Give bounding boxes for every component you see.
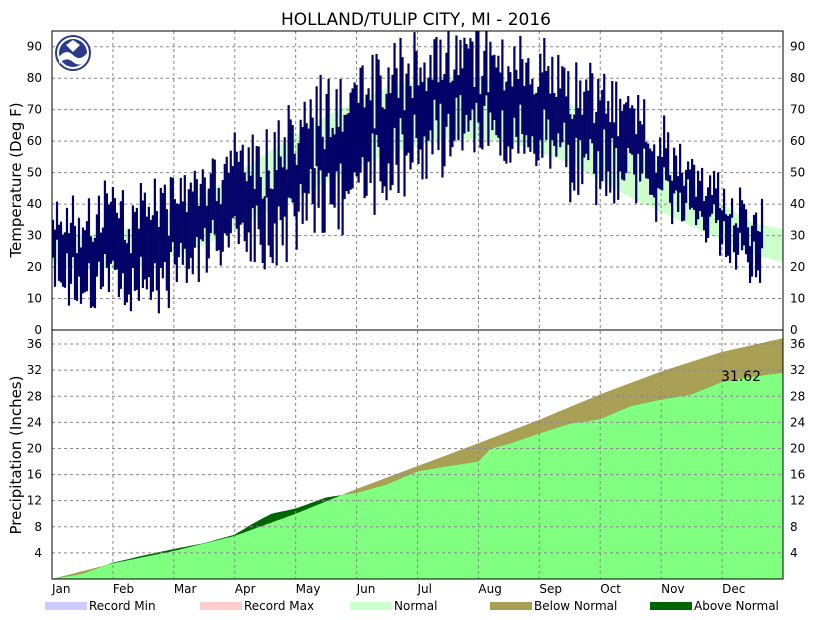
legend: Record Min Record Max Normal Below Normal Ab… — [45, 599, 779, 613]
precipitation-tick-label-right: 20 — [790, 441, 805, 455]
temperature-tick-label-right: 80 — [790, 71, 805, 85]
temperature-tick-label-left: 10 — [27, 292, 42, 306]
temperature-tick-label-right: 50 — [790, 166, 805, 180]
temperature-tick-label-left: 30 — [27, 229, 42, 243]
temperature-tick-label-left: 70 — [27, 103, 42, 117]
legend-swatch — [200, 602, 242, 610]
legend-swatch — [45, 602, 87, 610]
daily-temperature-bars — [52, 31, 764, 314]
temperature-tick-label-left: 40 — [27, 197, 42, 211]
month-label: May — [296, 582, 321, 596]
legend-label: Below Normal — [534, 599, 617, 613]
month-label: Nov — [661, 582, 684, 596]
chart-title: HOLLAND/TULIP CITY, MI - 2016 — [281, 10, 551, 30]
precipitation-ticks: 4 4 8 8 12 12 16 16 20 20 24 24 28 28 32 32 36 36 — [27, 337, 806, 560]
legend-label: Record Min — [89, 599, 156, 613]
temperature-panel: 0 0 10 10 20 20 30 30 40 40 50 50 60 60 70 70 80 80 90 90 T… — [7, 30, 806, 337]
precipitation-tick-label-right: 24 — [790, 415, 805, 429]
temperature-tick-label-left: 20 — [27, 260, 42, 274]
precipitation-total-annotation: 31.62 — [721, 369, 761, 385]
month-label: Jun — [356, 582, 376, 596]
precipitation-ylabel: Precipitation (Inches) — [7, 376, 25, 535]
temperature-tick-label-right: 10 — [790, 292, 805, 306]
temperature-ticks: 0 0 10 10 20 20 30 30 40 40 50 50 60 60 70 70 80 80 90 90 — [27, 40, 806, 337]
temperature-tick-label-left: 80 — [27, 71, 42, 85]
precipitation-tick-label-right: 8 — [790, 520, 798, 534]
temperature-tick-label-left: 90 — [27, 40, 42, 54]
temperature-tick-label-right: 60 — [790, 134, 805, 148]
precipitation-tick-label-left: 32 — [27, 363, 42, 377]
temperature-ylabel: Temperature (Deg F) — [7, 102, 25, 258]
precipitation-tick-label-right: 32 — [790, 363, 805, 377]
legend-label: Above Normal — [694, 599, 779, 613]
temperature-tick-label-right: 20 — [790, 260, 805, 274]
month-label: Aug — [478, 582, 501, 596]
precipitation-tick-label-left: 16 — [27, 468, 42, 482]
precipitation-tick-label-left: 8 — [34, 520, 42, 534]
month-label: Jan — [51, 582, 71, 596]
precipitation-frame — [51, 329, 784, 580]
legend-label: Normal — [394, 599, 437, 613]
month-label: Feb — [113, 582, 134, 596]
precipitation-tick-label-right: 28 — [790, 389, 805, 403]
precipitation-tick-label-left: 28 — [27, 389, 42, 403]
precipitation-tick-label-left: 12 — [27, 494, 42, 508]
precipitation-tick-label-right: 12 — [790, 494, 805, 508]
temperature-tick-label-right: 90 — [790, 40, 805, 54]
temperature-tick-label-right: 70 — [790, 103, 805, 117]
month-label: Oct — [600, 582, 621, 596]
temperature-tick-label-right: 30 — [790, 229, 805, 243]
month-label: Dec — [722, 582, 745, 596]
precipitation-tick-label-left: 24 — [27, 415, 42, 429]
month-label: Jul — [417, 582, 432, 596]
precipitation-tick-label-right: 16 — [790, 468, 805, 482]
month-label: Apr — [235, 582, 256, 596]
legend-swatch — [650, 602, 692, 610]
month-label: Sep — [539, 582, 562, 596]
precipitation-tick-label-right: 36 — [790, 337, 805, 351]
precipitation-tick-label-left: 36 — [27, 337, 42, 351]
temperature-tick-label-left: 50 — [27, 166, 42, 180]
precipitation-tick-label-left: 4 — [34, 546, 42, 560]
precipitation-tick-label-right: 4 — [790, 546, 798, 560]
legend-swatch — [490, 602, 532, 610]
noaa-logo — [55, 35, 91, 71]
legend-swatch — [350, 602, 392, 610]
month-ticks: Jan Feb Mar Apr May Jun Jul Aug Sep Oct Nov Dec — [51, 582, 745, 596]
temperature-tick-label-left: 60 — [27, 134, 42, 148]
temperature-tick-label-right: 0 — [790, 323, 798, 337]
precipitation-grid — [51, 331, 784, 579]
temperature-tick-label-left: 0 — [34, 323, 42, 337]
month-label: Mar — [174, 582, 197, 596]
precipitation-tick-label-left: 20 — [27, 441, 42, 455]
temperature-tick-label-right: 40 — [790, 197, 805, 211]
precipitation-panel: 4 4 8 8 12 12 16 16 20 20 24 24 28 28 32 32 36 36 Precipi… — [7, 329, 806, 580]
legend-label: Record Max — [244, 599, 314, 613]
